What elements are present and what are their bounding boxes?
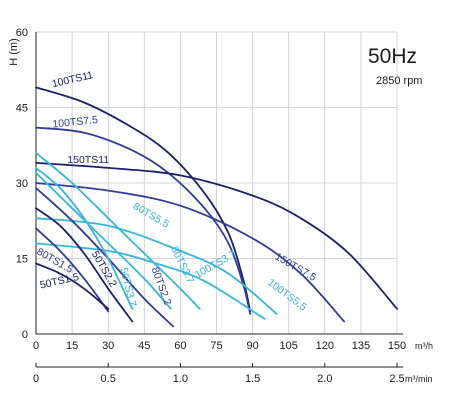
y-tick-label: 0: [22, 329, 28, 341]
x-tick-label: 105: [280, 340, 298, 352]
x-unit-primary: m³/h: [415, 341, 433, 351]
curve-100ts3-7: [35, 242, 266, 320]
curve-100ts11: [35, 86, 252, 313]
x-secondary-tick-label: 1.0: [173, 373, 188, 385]
x-tick-label: 15: [66, 340, 78, 352]
curve-label: 100TS5.5: [265, 277, 309, 314]
x-secondary-tick-label: 1.5: [245, 373, 260, 385]
speed-label: 2850 rpm: [376, 75, 422, 87]
curve-80ts3-7: [35, 172, 172, 310]
curve-150ts11: [35, 162, 398, 310]
curve-label: 150TS7.5: [273, 251, 319, 284]
curve-50ts1-5: [35, 262, 110, 310]
curve-label: 80TS3.7: [168, 244, 196, 285]
curve-100ts5-5: [35, 217, 278, 315]
x-tick-label: 90: [246, 340, 258, 352]
y-axis-label: H (m): [8, 38, 20, 66]
curves: [35, 86, 398, 328]
tick-labels: 0 15 30 45 60 0 15 30 45 60 75 90 105 120 135 150 0 0.5 1.…: [16, 27, 406, 385]
x-tick-label: 45: [138, 340, 150, 352]
x-tick-label: 0: [33, 340, 39, 352]
curve-80ts5-5: [35, 151, 201, 310]
y-tick-label: 15: [16, 254, 28, 266]
y-tick-label: 30: [16, 178, 28, 190]
x-secondary-tick-label: 0: [33, 373, 39, 385]
curve-100ts7-5: [35, 126, 252, 315]
curve-label: 100TS7.5: [52, 114, 99, 131]
x-tick-label: 30: [102, 340, 114, 352]
x-tick-label: 60: [174, 340, 186, 352]
x-unit-secondary: m³/min: [405, 374, 433, 384]
curve-150ts7-5: [35, 182, 345, 323]
x-tick-label: 135: [352, 340, 370, 352]
curve-50ts2-2: [35, 207, 134, 323]
curve-label: 80TS5.5: [131, 200, 172, 230]
axes: [35, 32, 403, 368]
x-tick-label: 75: [210, 340, 222, 352]
curve-label: 50TS3.7: [117, 266, 138, 308]
curve-label: 100TS11: [51, 69, 95, 90]
curve-80ts1-5: [35, 227, 110, 313]
x-secondary-tick-label: 2.5: [389, 373, 404, 385]
frequency-label: 50Hz: [368, 45, 417, 68]
x-tick-label: 120: [316, 340, 334, 352]
y-tick-label: 60: [16, 27, 28, 39]
y-tick-label: 45: [16, 103, 28, 115]
curve-labels: 100TS11100TS7.5150TS11150TS7.5100TS5.510…: [35, 69, 319, 313]
x-secondary-tick-label: 0.5: [101, 373, 116, 385]
curve-label: 150TS11: [67, 154, 109, 166]
x-tick-label: 150: [388, 340, 406, 352]
curve-50ts3-7: [35, 167, 134, 310]
x-secondary-tick-label: 2.0: [317, 373, 332, 385]
grid: [36, 31, 398, 334]
